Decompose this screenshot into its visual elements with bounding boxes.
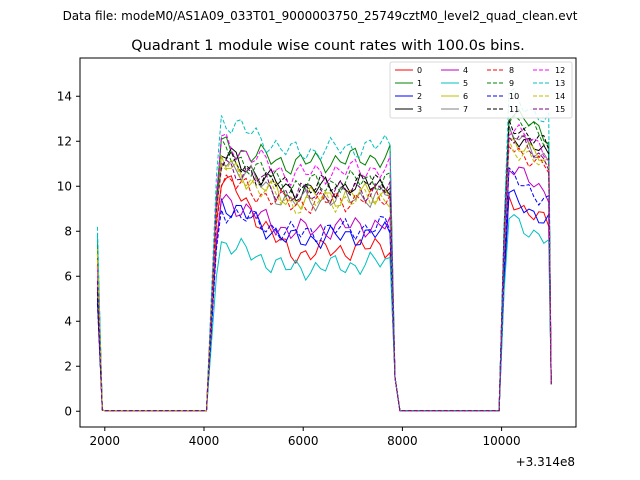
plot-area-frame bbox=[79, 57, 577, 428]
y-tick-label: 2 bbox=[64, 359, 72, 373]
series-line-11 bbox=[96, 119, 552, 412]
y-tick-label: 6 bbox=[64, 269, 72, 283]
legend-label-12: 12 bbox=[555, 66, 565, 75]
series-line-2 bbox=[96, 189, 552, 412]
x-tick-label: 2000 bbox=[90, 434, 121, 448]
legend-label-9: 9 bbox=[509, 79, 514, 88]
series-line-4 bbox=[96, 166, 552, 412]
y-tick-label: 12 bbox=[57, 134, 72, 148]
x-tick-label: 8000 bbox=[387, 434, 418, 448]
legend-label-7: 7 bbox=[463, 105, 468, 114]
y-tick-label: 14 bbox=[57, 89, 72, 103]
legend-label-6: 6 bbox=[463, 92, 468, 101]
y-tick-label: 4 bbox=[64, 314, 72, 328]
x-tick-label: 10000 bbox=[483, 434, 521, 448]
y-tick-label: 8 bbox=[64, 224, 72, 238]
x-tick-label: 6000 bbox=[288, 434, 319, 448]
legend-label-8: 8 bbox=[509, 66, 514, 75]
legend-label-15: 15 bbox=[555, 105, 565, 114]
legend-label-11: 11 bbox=[509, 105, 519, 114]
y-tick-label: 10 bbox=[57, 179, 72, 193]
series-line-0 bbox=[96, 175, 552, 412]
legend-box bbox=[389, 61, 573, 119]
legend-label-14: 14 bbox=[555, 92, 565, 101]
legend-label-2: 2 bbox=[417, 92, 422, 101]
legend-label-0: 0 bbox=[417, 66, 422, 75]
y-axis: 0 2 4 6 8 10 12 14 bbox=[57, 89, 80, 418]
legend-label-4: 4 bbox=[463, 66, 468, 75]
series-line-15 bbox=[96, 135, 552, 412]
series-line-5 bbox=[96, 213, 552, 412]
x-tick-label: 4000 bbox=[189, 434, 220, 448]
x-axis-offset: +3.314e8 bbox=[516, 455, 575, 469]
legend-label-10: 10 bbox=[509, 92, 519, 101]
x-axis: 2000 4000 6000 8000 10000 bbox=[90, 427, 521, 448]
series-line-8 bbox=[96, 145, 552, 412]
chart-title: Quadrant 1 module wise count rates with … bbox=[131, 38, 525, 54]
y-tick-label: 0 bbox=[64, 404, 72, 418]
series-lines bbox=[96, 88, 552, 412]
legend-label-1: 1 bbox=[417, 79, 422, 88]
series-line-12 bbox=[96, 123, 552, 412]
series-line-10 bbox=[96, 166, 552, 412]
series-line-14 bbox=[96, 140, 552, 412]
legend-label-5: 5 bbox=[463, 79, 468, 88]
legend-label-3: 3 bbox=[417, 105, 422, 114]
series-line-13 bbox=[96, 88, 552, 412]
chart-suptitle: Data file: modeM0/AS1A09_033T01_90000037… bbox=[63, 9, 578, 23]
legend-label-13: 13 bbox=[555, 79, 565, 88]
series-line-1 bbox=[96, 108, 552, 412]
series-line-9 bbox=[96, 114, 552, 412]
